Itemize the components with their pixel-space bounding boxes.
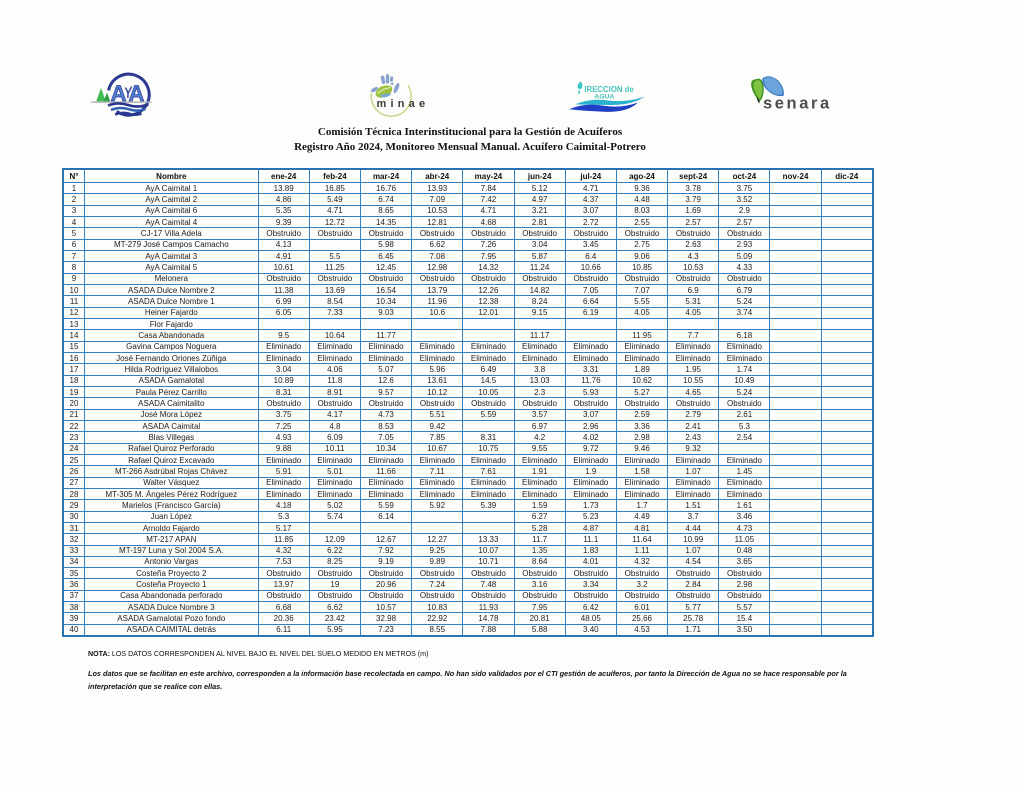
svg-text:IRECCION de: IRECCION de	[584, 85, 634, 94]
svg-text:A: A	[111, 81, 127, 106]
svg-text:AGUA: AGUA	[594, 94, 614, 101]
svg-text:A: A	[128, 81, 144, 106]
svg-text:minae: minae	[377, 98, 430, 110]
svg-text:senara: senara	[763, 95, 832, 112]
